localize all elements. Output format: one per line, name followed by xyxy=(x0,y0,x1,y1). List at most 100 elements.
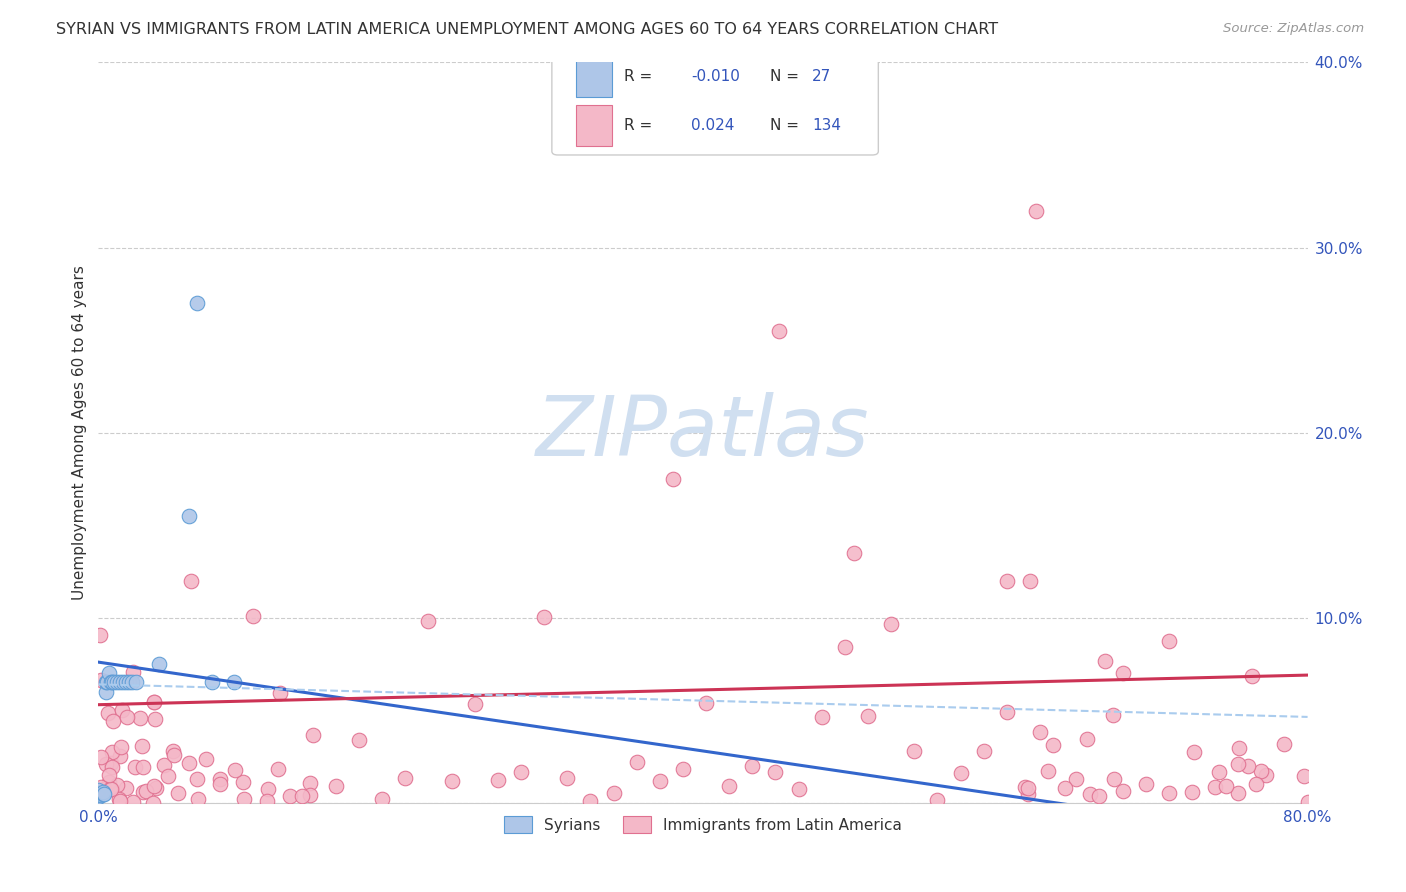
Point xyxy=(648,774,671,789)
Point xyxy=(1064,772,1087,786)
Point xyxy=(101,675,124,690)
Point xyxy=(143,779,166,793)
FancyBboxPatch shape xyxy=(576,105,613,145)
Point xyxy=(1157,634,1180,648)
Point xyxy=(299,776,322,790)
Point xyxy=(834,640,856,655)
Point xyxy=(1017,787,1039,801)
Point xyxy=(208,772,231,787)
Text: 0.024: 0.024 xyxy=(690,118,734,133)
Point xyxy=(242,609,264,624)
Point xyxy=(1076,732,1098,747)
Point xyxy=(100,756,122,770)
Point xyxy=(224,675,246,690)
Point xyxy=(267,762,290,776)
Point xyxy=(486,772,509,787)
Point xyxy=(132,759,155,773)
Point xyxy=(768,324,790,338)
FancyBboxPatch shape xyxy=(551,44,879,155)
Point xyxy=(1256,768,1278,782)
Point xyxy=(91,785,114,799)
Point xyxy=(108,792,131,806)
Point xyxy=(89,787,111,801)
Point xyxy=(145,780,167,795)
Point xyxy=(1029,724,1052,739)
Point xyxy=(301,728,323,742)
Point xyxy=(765,765,787,780)
Point xyxy=(96,675,118,690)
Point xyxy=(97,767,120,781)
Text: R =: R = xyxy=(624,118,652,133)
Point xyxy=(579,794,602,808)
Point xyxy=(927,793,949,807)
Point xyxy=(1159,786,1181,800)
Point xyxy=(100,745,122,759)
Point xyxy=(256,794,278,808)
Point xyxy=(187,792,209,806)
Text: N =: N = xyxy=(769,70,799,84)
Point xyxy=(1244,777,1267,791)
Point xyxy=(1102,772,1125,787)
Point xyxy=(394,771,416,785)
Point xyxy=(121,795,143,809)
Point xyxy=(787,782,810,797)
Point xyxy=(995,574,1018,588)
Point xyxy=(186,296,208,310)
Point xyxy=(142,695,165,709)
Point xyxy=(87,790,110,805)
Point xyxy=(115,710,138,724)
Point xyxy=(810,710,832,724)
Point xyxy=(94,675,117,690)
Point xyxy=(903,744,925,758)
Point xyxy=(93,787,115,801)
Point xyxy=(125,675,148,690)
Point xyxy=(110,749,132,764)
Text: SYRIAN VS IMMIGRANTS FROM LATIN AMERICA UNEMPLOYMENT AMONG AGES 60 TO 64 YEARS C: SYRIAN VS IMMIGRANTS FROM LATIN AMERICA … xyxy=(56,22,998,37)
Point xyxy=(89,627,111,641)
Point xyxy=(1088,789,1111,803)
Point xyxy=(101,760,124,774)
Text: -0.010: -0.010 xyxy=(690,70,740,84)
Point xyxy=(124,760,146,774)
Point xyxy=(224,763,246,777)
Point xyxy=(1227,756,1250,771)
Point xyxy=(856,709,879,723)
Point xyxy=(142,695,165,709)
Point xyxy=(179,508,201,523)
Point xyxy=(121,675,143,690)
Point xyxy=(110,740,132,755)
Point xyxy=(201,675,224,690)
Point xyxy=(91,787,114,801)
Point xyxy=(325,779,347,793)
Point xyxy=(111,675,134,690)
Point xyxy=(1250,764,1272,778)
Point xyxy=(1227,786,1250,800)
Point xyxy=(96,756,118,771)
Point xyxy=(1014,780,1036,794)
Point xyxy=(464,697,486,711)
Point xyxy=(90,750,112,764)
Point xyxy=(128,711,150,725)
Text: 27: 27 xyxy=(811,70,831,84)
Point xyxy=(1024,203,1046,218)
Point xyxy=(695,696,717,710)
Point xyxy=(1204,780,1226,795)
Point xyxy=(90,780,112,794)
Point xyxy=(1042,738,1064,752)
Point xyxy=(1112,665,1135,680)
Point xyxy=(269,686,291,700)
Point xyxy=(440,774,463,789)
Point xyxy=(143,712,166,726)
Point xyxy=(418,614,440,628)
Point xyxy=(1036,764,1059,779)
Point xyxy=(1296,795,1319,809)
Point xyxy=(135,783,157,797)
Point xyxy=(110,794,132,808)
Point xyxy=(1111,784,1133,798)
Point xyxy=(844,546,866,560)
Point xyxy=(153,758,176,772)
Point xyxy=(97,775,120,789)
Point xyxy=(90,789,112,803)
Point xyxy=(626,755,648,769)
Point xyxy=(105,675,128,690)
